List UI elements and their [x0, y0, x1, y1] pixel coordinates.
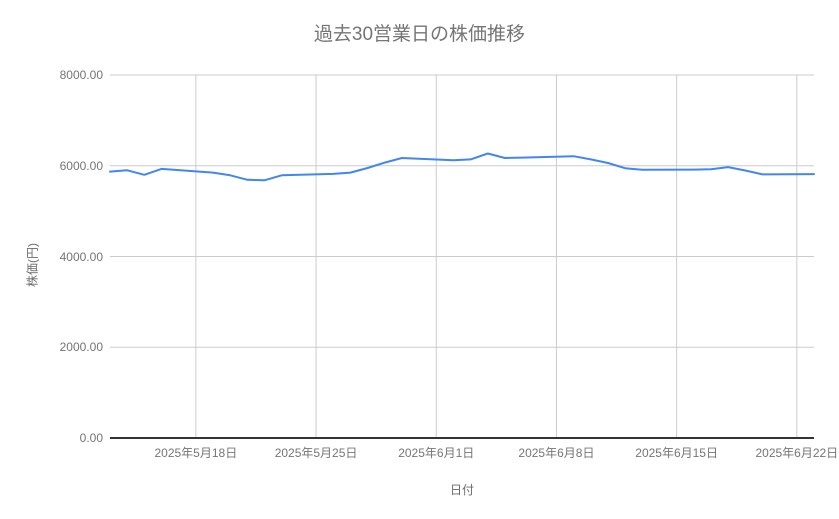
- y-tick-label: 8000.00: [59, 68, 103, 82]
- y-tick-label: 2000.00: [59, 340, 103, 355]
- y-tick-label: 6000.00: [59, 158, 103, 173]
- chart-title: 過去30営業日の株価推移: [313, 24, 526, 45]
- x-axis-title: 日付: [449, 483, 474, 497]
- x-tick-label: 2025年5月18日: [154, 446, 238, 460]
- x-tick-label: 2025年6月15日: [635, 446, 718, 460]
- x-tick-label: 2025年6月8日: [518, 446, 595, 460]
- x-tick-label: 2025年5月25日: [274, 446, 358, 460]
- y-tick-label: 4000.00: [59, 249, 103, 264]
- y-tick-label: 0.00: [79, 431, 103, 445]
- x-tick-label: 2025年6月22日: [755, 446, 839, 460]
- price-line-series: [109, 152, 815, 182]
- x-tick-label: 2025年6月1日: [398, 446, 475, 460]
